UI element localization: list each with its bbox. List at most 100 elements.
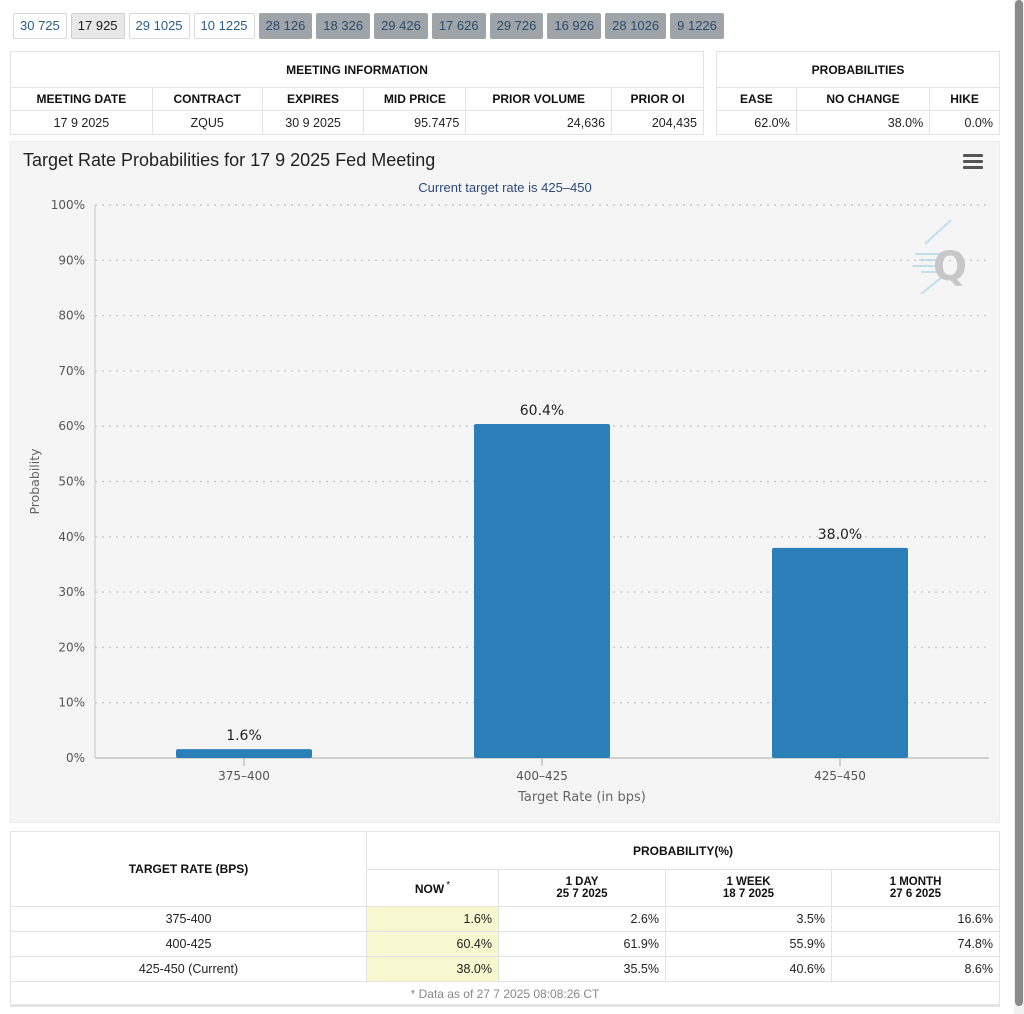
mid-price-value: 95.7475 xyxy=(363,110,467,135)
rate-cell: 425-450 (Current) xyxy=(10,956,367,982)
meeting-date-value: 17 9 2025 xyxy=(10,110,153,135)
meeting-information-title: MEETING INFORMATION xyxy=(10,51,704,88)
table-row: 400-425 60.4% 61.9% 55.9% 74.8% xyxy=(10,931,1000,957)
y-tick-label: 40% xyxy=(58,530,85,544)
period-1-day-date: 25 7 2025 xyxy=(556,888,608,900)
contract-value: ZQU5 xyxy=(151,110,263,135)
now-cell: 38.0% xyxy=(366,956,499,982)
svg-text:Q: Q xyxy=(933,244,967,290)
x-axis-title: Target Rate (in bps) xyxy=(517,790,646,805)
y-tick-label: 20% xyxy=(58,640,85,654)
tab-meeting-0[interactable]: 30 725 xyxy=(13,13,67,39)
header-1-day: 1 DAY 25 7 2025 xyxy=(498,869,666,907)
scrollbar[interactable] xyxy=(1014,0,1024,1014)
x-tick-label: 375–400 xyxy=(218,769,270,783)
rate-cell: 375-400 xyxy=(10,906,367,932)
month-cell: 8.6% xyxy=(831,956,1000,982)
tab-label: 17 626 xyxy=(438,18,479,33)
ease-value: 62.0% xyxy=(716,110,797,135)
y-tick-label: 80% xyxy=(58,309,85,323)
period-1-month-date: 27 6 2025 xyxy=(889,888,942,900)
tab-label: 10 1225 xyxy=(200,18,248,33)
tab-label: 29 1025 xyxy=(135,18,183,33)
bar-chart: 0% 10% 20% 30% 40% 50% 60% 70% 80% 90% 100% 1.6% 375… xyxy=(27,198,989,805)
y-tick-label: 0% xyxy=(66,751,85,765)
hike-value: 0.0% xyxy=(929,110,1000,135)
expires-value: 30 9 2025 xyxy=(261,110,365,135)
tab-label: 18 326 xyxy=(323,18,364,33)
chart-menu-icon[interactable] xyxy=(963,154,983,170)
y-tick-label: 30% xyxy=(58,585,85,599)
period-1-week-date: 18 7 2025 xyxy=(722,888,775,900)
y-tick-label: 90% xyxy=(58,253,85,267)
data-label: 1.6% xyxy=(226,728,262,744)
header-no-change: NO CHANGE xyxy=(795,87,931,111)
tab-label: 9 1226 xyxy=(677,18,717,33)
bar-425–450 xyxy=(772,547,908,758)
week-cell: 3.5% xyxy=(665,906,832,932)
tab-meeting-7[interactable]: 17 626 xyxy=(431,13,486,39)
scrollbar-thumb[interactable] xyxy=(1015,0,1023,1006)
header-meeting-date: MEETING DATE xyxy=(10,87,153,111)
header-1-month: 1 MONTH 27 6 2025 xyxy=(831,869,1000,907)
week-cell: 55.9% xyxy=(665,931,832,957)
probabilities-table: PROBABILITIES EASE NO CHANGE HIKE 62.0% … xyxy=(716,51,1000,135)
header-contract: CONTRACT xyxy=(151,87,263,111)
chart-panel: Target Rate Probabilities for 17 9 2025 … xyxy=(10,141,1000,823)
chart-title: Target Rate Probabilities for 17 9 2025 … xyxy=(23,150,436,170)
meeting-information-table: MEETING INFORMATION MEETING DATE CONTRAC… xyxy=(10,51,704,135)
tab-meeting-11[interactable]: 9 1226 xyxy=(670,13,724,39)
month-cell: 16.6% xyxy=(831,906,1000,932)
month-cell: 74.8% xyxy=(831,931,1000,957)
y-tick-label: 70% xyxy=(58,364,85,378)
day-cell: 35.5% xyxy=(498,956,666,982)
tab-meeting-1[interactable]: 17 925 xyxy=(70,13,125,39)
tab-meeting-9[interactable]: 16 926 xyxy=(547,13,602,39)
x-tick-label: 425–450 xyxy=(814,769,866,783)
data-label: 60.4% xyxy=(520,403,564,419)
period-1-month-label: 1 MONTH xyxy=(889,876,942,888)
header-target-rate: TARGET RATE (BPS) xyxy=(10,831,367,907)
tab-meeting-6[interactable]: 29 426 xyxy=(374,13,428,39)
day-cell: 2.6% xyxy=(498,906,666,932)
tab-meeting-2[interactable]: 29 1025 xyxy=(128,13,190,39)
tab-meeting-10[interactable]: 28 1026 xyxy=(605,13,667,39)
chart-subtitle: Current target rate is 425–450 xyxy=(418,180,592,195)
header-prior-volume: PRIOR VOLUME xyxy=(465,87,613,111)
tab-meeting-4[interactable]: 28 126 xyxy=(258,13,313,39)
tab-meeting-3[interactable]: 10 1225 xyxy=(193,13,255,39)
now-mark: * xyxy=(446,880,451,891)
tab-label: 29 726 xyxy=(496,18,537,33)
tab-meeting-5[interactable]: 18 326 xyxy=(316,13,371,39)
q-logo-icon: Q xyxy=(913,219,967,295)
period-1-day-label: 1 DAY xyxy=(565,876,599,888)
tab-label: 30 725 xyxy=(20,18,60,33)
tab-meeting-8[interactable]: 29 726 xyxy=(489,13,544,39)
day-cell: 61.9% xyxy=(498,931,666,957)
header-expires: EXPIRES xyxy=(261,87,365,111)
y-tick-label: 60% xyxy=(58,419,85,433)
x-tick-label: 400–425 xyxy=(516,769,568,783)
header-hike: HIKE xyxy=(929,87,1000,111)
header-ease: EASE xyxy=(716,87,797,111)
tab-label: 29 426 xyxy=(381,18,421,33)
header-probability: PROBABILITY(%) xyxy=(366,831,1000,870)
header-mid-price: MID PRICE xyxy=(363,87,467,111)
bar-375–400 xyxy=(176,749,312,758)
data-label: 38.0% xyxy=(818,527,862,543)
tab-label: 28 126 xyxy=(265,18,306,33)
table-row: 425-450 (Current) 38.0% 35.5% 40.6% 8.6% xyxy=(10,956,1000,982)
tab-label: 16 926 xyxy=(554,18,595,33)
prior-volume-value: 24,636 xyxy=(465,110,613,135)
probabilities-title: PROBABILITIES xyxy=(716,51,1000,88)
header-prior-oi: PRIOR OI xyxy=(611,87,704,111)
y-axis-title: Probability xyxy=(27,448,42,515)
bar-400–425 xyxy=(474,423,610,758)
now-label: NOW xyxy=(414,882,445,896)
tab-label: 28 1026 xyxy=(612,18,660,33)
data-timestamp-note: * Data as of 27 7 2025 08:08:26 CT xyxy=(10,981,1000,1007)
no-change-value: 38.0% xyxy=(795,110,931,135)
y-tick-label: 10% xyxy=(58,696,85,710)
week-cell: 40.6% xyxy=(665,956,832,982)
probability-history-table: TARGET RATE (BPS) PROBABILITY(%) NOW * 1 … xyxy=(10,831,1000,1007)
